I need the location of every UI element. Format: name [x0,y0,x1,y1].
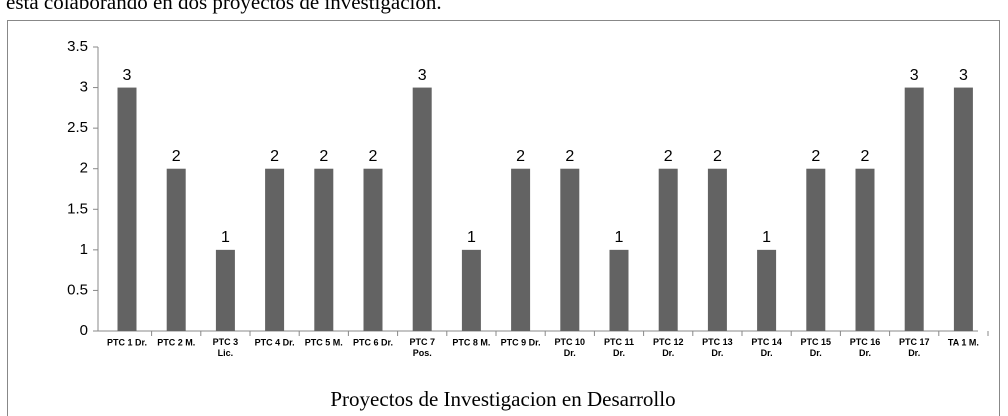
value-label: 3 [959,67,968,84]
bar [314,168,334,331]
bar [806,168,826,331]
bar [904,87,924,331]
bar [363,168,383,331]
x-tick-label: PTC 4 Dr. [255,337,295,347]
value-label: 2 [713,148,722,165]
bar [166,168,186,331]
value-label: 2 [270,148,279,165]
value-label: 2 [516,148,525,165]
value-label: 2 [565,148,574,165]
bar [757,249,777,331]
value-label: 3 [910,67,919,84]
value-label: 1 [221,229,230,246]
context-text: está colaborando en dos proyectos de inv… [6,0,442,14]
value-label: 1 [615,229,624,246]
bar [855,168,875,331]
x-tick-label: PTC 5 M. [305,337,343,347]
y-tick-label: 0 [80,322,88,339]
x-tick-label: PTC 1 Dr. [107,337,147,347]
bar [707,168,727,331]
x-tick-label: PTC 3 Lic. [213,337,239,358]
x-tick-label: PTC 11 Dr. [604,337,634,358]
y-tick-label: 0.5 [67,281,88,298]
bar [215,249,235,331]
x-tick-label: PTC 6 Dr. [353,337,393,347]
value-label: 3 [418,67,427,84]
y-tick-label: 2.5 [67,119,88,136]
bar [511,168,531,331]
value-label: 3 [123,67,132,84]
y-tick-label: 3.5 [67,38,88,55]
value-label: 2 [811,148,820,165]
x-tick-label: PTC 7 Pos. [409,337,435,358]
value-label: 2 [172,148,181,165]
bar [953,87,973,331]
bar [560,168,580,331]
value-label: 1 [762,229,771,246]
x-tick-label: PTC 13 Dr. [702,337,733,358]
x-tick-label: TA 1 M. [948,337,979,347]
y-tick-label: 1 [80,241,88,258]
bar [658,168,678,331]
x-axis-label: Proyectos de Investigacion en Desarrollo [330,387,675,411]
x-tick-label: PTC 17 Dr. [899,337,930,358]
bar [412,87,432,331]
y-tick-label: 1.5 [67,200,88,217]
y-tick-label: 2 [80,160,88,177]
bar [265,168,285,331]
x-tick-label: PTC 8 M. [452,337,490,347]
x-tick-label: PTC 9 Dr. [501,337,541,347]
x-tick-label: PTC 12 Dr. [653,337,684,358]
value-label: 2 [861,148,870,165]
bar [609,249,629,331]
x-tick-label: PTC 10 Dr. [555,337,586,358]
chart-border [7,20,1000,416]
x-tick-label: PTC 2 M. [157,337,195,347]
x-tick-label: PTC 14 Dr. [751,337,782,358]
value-label: 2 [319,148,328,165]
value-label: 1 [467,229,476,246]
value-label: 2 [664,148,673,165]
value-label: 2 [369,148,378,165]
x-tick-label: PTC 16 Dr. [850,337,881,358]
bar [461,249,481,331]
bar [117,87,137,331]
y-tick-label: 3 [80,79,88,96]
x-tick-label: PTC 15 Dr. [801,337,832,358]
